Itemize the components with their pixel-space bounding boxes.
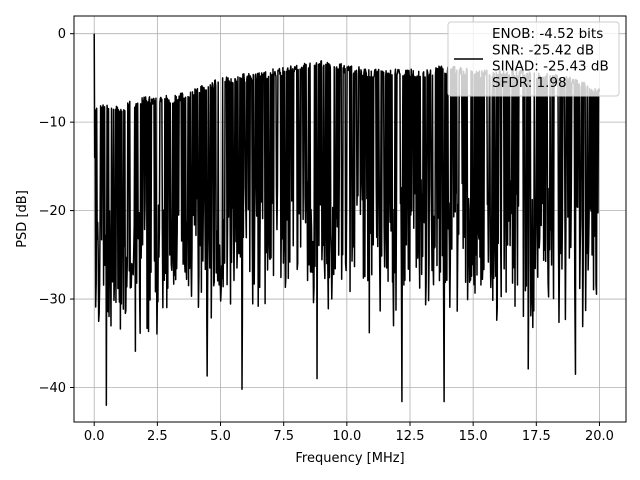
x-tick-label: 7.5 [273, 429, 294, 444]
x-axis: 0.0 2.5 5.0 7.5 10.0 12.5 15.0 17.5 20.0 [84, 422, 614, 444]
plot-frame [73, 15, 627, 423]
x-axis-label: Frequency [MHz] [295, 451, 404, 466]
x-tick-label: 5.0 [210, 429, 231, 444]
y-tick-label: −20 [39, 204, 66, 219]
x-tick-label: 20.0 [585, 429, 614, 444]
y-axis-label: PSD [dB] [15, 190, 30, 248]
y-tick-label: −40 [39, 381, 66, 396]
y-tick-label: 0 [58, 27, 66, 42]
legend-box [447, 21, 620, 97]
y-axis: 0 −10 −20 −30 −40 [39, 27, 74, 396]
series-layer [93, 33, 601, 406]
x-tick-label: 17.5 [522, 429, 551, 444]
y-tick-label: −30 [39, 293, 66, 308]
legend-entry-enob: ENOB: -4.52 bits [492, 26, 603, 42]
psd-series-line [93, 33, 601, 406]
y-tick-label: −10 [39, 116, 66, 131]
legend-entry-snr: SNR: -25.42 dB [492, 42, 594, 58]
legend-entry-sinad: SINAD: -25.43 dB [492, 59, 609, 75]
x-tick-label: 2.5 [147, 429, 168, 444]
x-tick-label: 0.0 [84, 429, 105, 444]
x-tick-label: 12.5 [396, 429, 425, 444]
x-tick-label: 15.0 [459, 429, 488, 444]
legend-entry-sfdr: SFDR: 1.98 [492, 75, 567, 91]
x-tick-label: 10.0 [332, 429, 361, 444]
legend: ENOB: -4.52 bits SNR: -25.42 dB SINAD: -… [447, 21, 620, 97]
